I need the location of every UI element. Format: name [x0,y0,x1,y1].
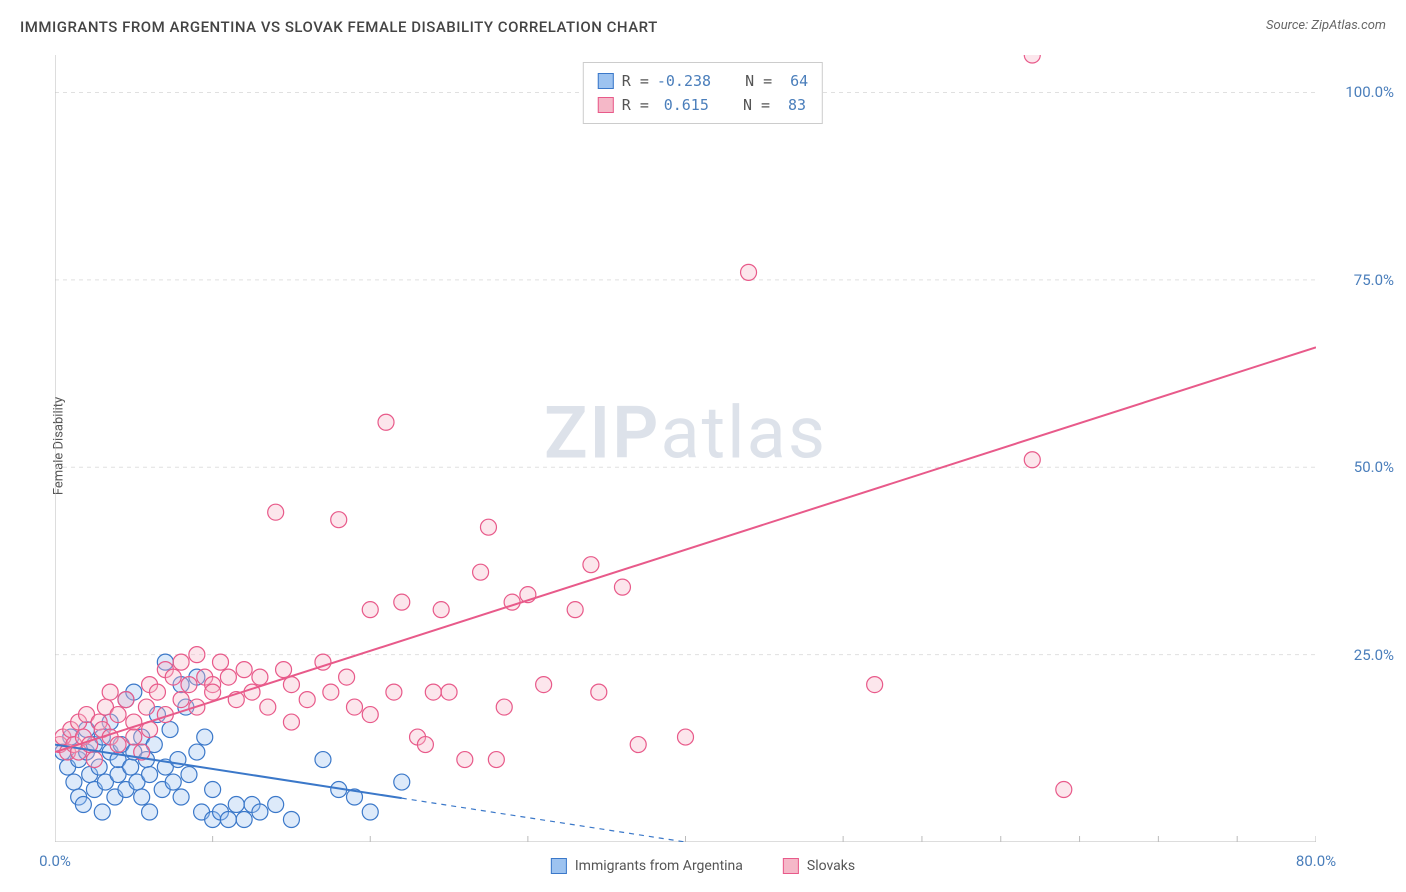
r-label: R = [622,93,649,117]
n-value: 64 [780,69,808,93]
y-tick-label: 50.0% [1354,458,1394,476]
scatter-plot-svg [55,55,1316,842]
plot-area: ZIPatlas [55,55,1316,842]
n-label: N = [745,69,772,93]
legend-swatch [551,858,567,874]
stats-row: R = 0.615 N = 83 [598,93,808,117]
r-value: -0.238 [657,69,711,93]
legend-label: Slovaks [807,858,855,874]
legend-item: Immigrants from Argentina [551,858,743,874]
r-label: R = [622,69,649,93]
x-tick-label: 0.0% [39,852,71,870]
r-value: 0.615 [657,93,709,117]
y-tick-label: 75.0% [1354,271,1394,289]
legend-swatch [783,858,799,874]
x-tick-label: 80.0% [1296,852,1336,870]
y-tick-label: 100.0% [1345,83,1394,101]
legend-item: Slovaks [783,858,855,874]
source-attribution: Source: ZipAtlas.com [1266,18,1386,33]
y-tick-label: 25.0% [1354,646,1394,664]
legend-label: Immigrants from Argentina [575,858,743,874]
series-swatch [598,73,614,89]
correlation-stats-box: R =-0.238 N =64R =0.615 N =83 [583,62,823,124]
chart-title: IMMIGRANTS FROM ARGENTINA VS SLOVAK FEMA… [20,18,658,36]
n-value: 83 [778,93,806,117]
legend: Immigrants from Argentina Slovaks [551,858,855,874]
stats-row: R = -0.238 N = 64 [598,69,808,93]
chart-container: IMMIGRANTS FROM ARGENTINA VS SLOVAK FEMA… [0,0,1406,892]
series-swatch [598,97,614,113]
n-label: N = [743,93,770,117]
